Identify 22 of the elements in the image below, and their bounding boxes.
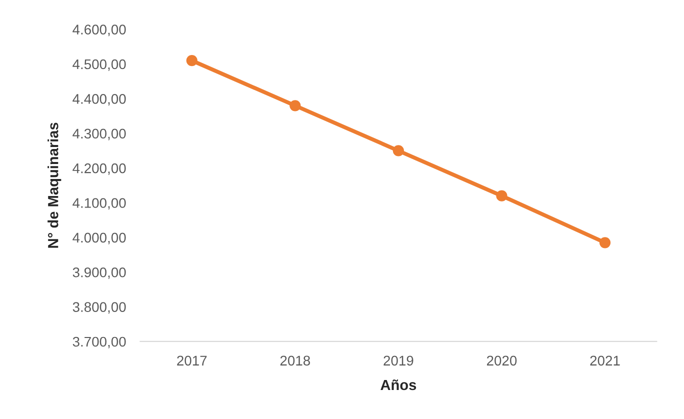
x-tick-label: 2019 xyxy=(384,356,414,366)
y-tick-label: 4.200,00 xyxy=(72,163,126,175)
y-tick-label: 4.600,00 xyxy=(72,24,126,36)
y-axis-title: N° de Maquinarias xyxy=(48,122,62,248)
y-tick-label: 4.300,00 xyxy=(72,128,126,140)
y-tick-label: 3.800,00 xyxy=(72,302,126,314)
point xyxy=(392,145,404,156)
point xyxy=(599,237,611,248)
y-tick-label: 3.700,00 xyxy=(72,336,126,348)
point xyxy=(496,190,508,202)
x-tick-label: 2017 xyxy=(177,356,207,366)
point xyxy=(290,100,301,112)
y-tick-label: 4.400,00 xyxy=(72,94,126,106)
y-tick-label: 4.100,00 xyxy=(72,198,126,210)
y-tick-label: 3.900,00 xyxy=(72,267,126,279)
x-tick-label: 2021 xyxy=(590,356,620,366)
x-axis-title: Años xyxy=(380,379,416,390)
y-tick-label: 4.000,00 xyxy=(72,232,126,244)
x-tick-label: 2020 xyxy=(486,356,517,366)
y-tick-label: 4.500,00 xyxy=(72,59,126,71)
x-tick-label: 2018 xyxy=(280,356,310,366)
point xyxy=(186,54,198,66)
